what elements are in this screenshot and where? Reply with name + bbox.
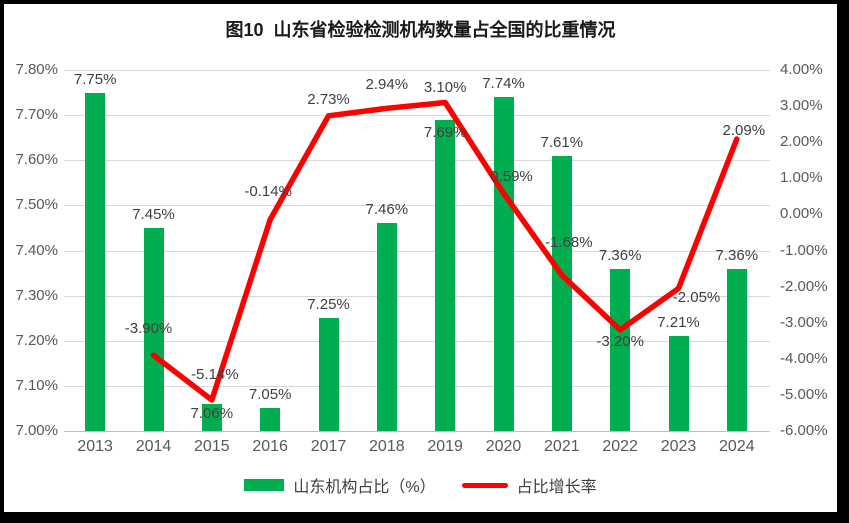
right-axis-tick-label: -2.00% — [780, 277, 828, 295]
x-axis-label: 2016 — [252, 438, 288, 455]
chart-canvas: 图10 山东省检验检测机构数量占全国的比重情况 7.80% 7.70% 7.60% 7… — [4, 4, 837, 512]
bar-value-label: 7.06% — [190, 404, 234, 422]
bar-2019 — [435, 119, 456, 431]
left-axis-tick-label: 7.10% — [15, 376, 58, 394]
gridline — [64, 385, 770, 387]
legend-line-swatch-icon — [461, 482, 508, 488]
growth-rate-polyline — [150, 99, 740, 403]
gridline — [64, 431, 770, 432]
line-value-label: -2.05% — [672, 289, 721, 307]
legend: 山东机构占比（%） 占比增长率 — [4, 473, 837, 497]
bar-2022 — [610, 268, 631, 431]
left-axis-tick-label: 7.30% — [15, 286, 58, 304]
x-axis-label: 2022 — [602, 438, 638, 455]
right-axis-tick-label: 0.00% — [780, 205, 823, 223]
bar-2013 — [85, 92, 106, 431]
bar-value-label: 7.36% — [715, 246, 759, 264]
gridline — [64, 205, 770, 207]
bar-value-label: 7.74% — [482, 75, 525, 93]
x-axis-label: 2020 — [485, 438, 522, 455]
line-value-label: 2.73% — [307, 90, 350, 108]
line-value-label: -5.14% — [191, 365, 239, 383]
legend-bar-label: 山东机构占比（%） — [293, 479, 436, 496]
x-axis-label: 2014 — [135, 438, 172, 455]
left-axis-tick-label: 7.60% — [15, 151, 58, 169]
bar-2021 — [551, 155, 572, 431]
left-axis-tick-label: 7.70% — [15, 106, 58, 124]
left-axis-tick-label: 7.20% — [15, 331, 58, 349]
line-value-label: 0.59% — [490, 168, 533, 186]
x-axis-label: 2024 — [719, 438, 755, 455]
bar-2015 — [201, 403, 222, 431]
x-axis-label: 2013 — [77, 438, 113, 455]
bar-value-label: 7.25% — [307, 296, 350, 314]
bar-value-label: 7.05% — [248, 386, 292, 404]
x-axis-label: 2015 — [194, 438, 230, 455]
left-axis-tick-label: 7.40% — [15, 241, 58, 259]
left-axis-tick-label: 7.80% — [15, 61, 58, 78]
chart-title: 图10 山东省检验检测机构数量占全国的比重情况 — [225, 20, 616, 40]
right-axis-tick-label: -6.00% — [780, 422, 828, 439]
bar-2017 — [318, 318, 339, 431]
right-axis-tick-label: -3.00% — [780, 313, 828, 331]
growth-rate-line — [150, 99, 740, 403]
right-axis-tick-label: 3.00% — [780, 97, 823, 115]
x-axis-label: 2019 — [427, 438, 463, 455]
x-axis-label: 2018 — [369, 438, 405, 455]
legend-bar-swatch-icon — [244, 479, 285, 491]
right-axis-tick-label: -1.00% — [780, 241, 828, 259]
bar-value-label: 7.45% — [132, 205, 175, 223]
right-axis-tick-label: -5.00% — [780, 385, 828, 403]
right-axis-tick-label: 2.00% — [780, 133, 823, 151]
bar-value-label: 7.36% — [598, 246, 642, 264]
left-axis-tick-label: 7.00% — [15, 422, 58, 439]
bar-value-label: 7.69% — [423, 123, 467, 141]
bar-2018 — [376, 223, 397, 431]
gridline — [64, 295, 770, 297]
bar-value-label: 7.75% — [73, 70, 117, 88]
gridline — [64, 250, 770, 252]
gridline — [64, 340, 770, 342]
x-axis-label: 2021 — [544, 438, 580, 455]
line-value-label: 3.10% — [423, 79, 467, 97]
x-axis-label: 2023 — [660, 438, 697, 455]
bar-2023 — [668, 336, 689, 431]
x-axis-label: 2017 — [310, 438, 347, 455]
gridline — [64, 115, 770, 117]
line-value-label: -0.14% — [244, 183, 292, 201]
bar-value-label: 7.46% — [365, 201, 409, 219]
bar-value-label: 7.21% — [657, 314, 700, 332]
right-axis-tick-label: 4.00% — [780, 61, 823, 78]
line-value-label: -3.90% — [124, 320, 173, 338]
gridline — [64, 160, 770, 162]
line-value-label: -1.68% — [545, 234, 593, 252]
bar-2016 — [260, 408, 281, 431]
line-value-label: 2.94% — [365, 76, 409, 94]
right-axis-tick-label: 1.00% — [780, 169, 823, 187]
left-axis-tick-label: 7.50% — [15, 196, 58, 214]
bar-value-label: 7.61% — [540, 133, 584, 151]
bar-2014 — [143, 227, 164, 431]
right-axis-tick-label: -4.00% — [780, 349, 828, 367]
line-value-label: 2.09% — [722, 121, 766, 139]
legend-line-label: 占比增长率 — [516, 479, 597, 496]
line-value-label: -3.20% — [596, 332, 644, 350]
gridline — [64, 70, 770, 71]
bar-2024 — [726, 268, 747, 431]
